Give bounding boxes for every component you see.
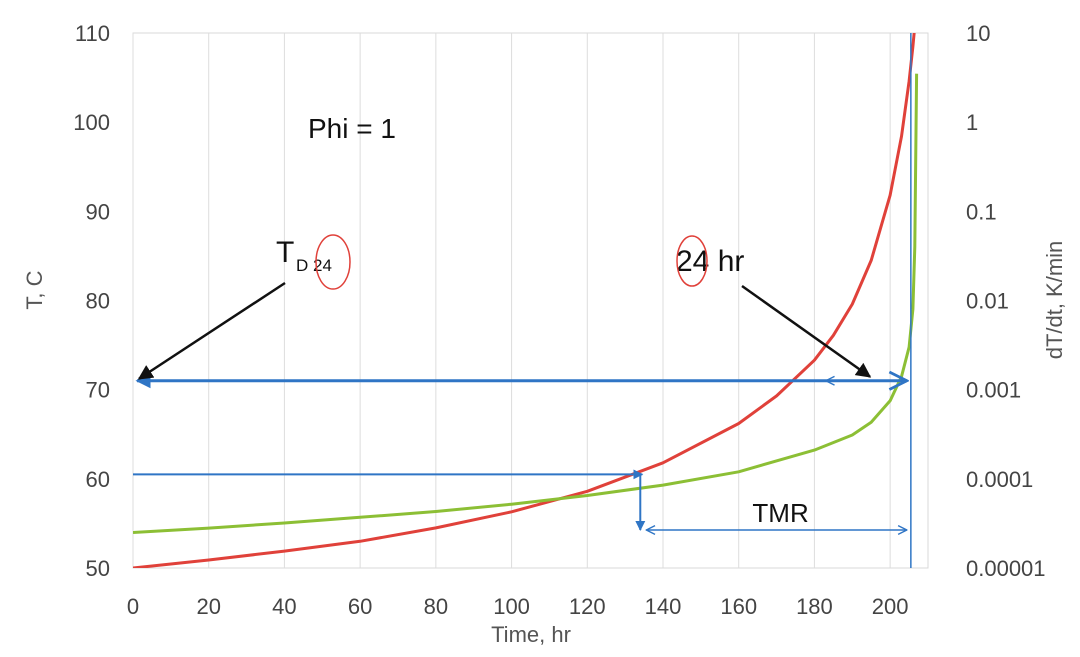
hr24-pointer	[741, 284, 872, 378]
x-tick-label: 180	[796, 594, 833, 619]
y2-tick-label: 1	[966, 110, 978, 135]
y-ticks: 50 60 70 80 90 100 110	[73, 21, 110, 581]
series-line	[133, 73, 919, 534]
y2-tick-label: 0.0001	[966, 467, 1033, 492]
y-tick-label: 100	[73, 110, 110, 135]
x-ticks: 0 20 40 60 80 100 120 140 160 180 200	[127, 594, 909, 619]
gridlines	[132, 33, 891, 568]
y-tick-label: 60	[86, 467, 110, 492]
hr24-label: 24 hr	[676, 245, 744, 278]
y2-tick-label: 0.00001	[966, 556, 1046, 581]
x-tick-label: 20	[196, 594, 220, 619]
series-layer	[133, 33, 919, 568]
y2-tick-label: 10	[966, 21, 990, 46]
td24-label: T	[276, 236, 294, 269]
y2-tick-label: 0.001	[966, 378, 1021, 403]
x-tick-label: 200	[872, 594, 909, 619]
phi-label: Phi = 1	[308, 113, 396, 144]
x-tick-label: 120	[569, 594, 606, 619]
y-axis-title: T, C	[22, 270, 47, 309]
x-tick-label: 60	[348, 594, 372, 619]
annotation-layer: TMR Phi = 1 T D 24 24 hr	[133, 33, 912, 568]
hr24-circle	[676, 235, 708, 287]
y2-tick-label: 0.1	[966, 199, 997, 224]
td24-circle	[315, 234, 351, 290]
y2-axis-title: dT/dt, K/min	[1042, 241, 1067, 360]
series-line	[133, 33, 916, 568]
x-axis-title: Time, hr	[491, 622, 571, 647]
y-tick-label: 90	[86, 199, 110, 224]
y-tick-label: 50	[86, 556, 110, 581]
y-tick-label: 70	[86, 378, 110, 403]
x-tick-label: 140	[645, 594, 682, 619]
series-1	[133, 73, 919, 534]
td24-subscript: D 24	[296, 256, 332, 275]
x-tick-label: 160	[720, 594, 757, 619]
x-tick-label: 0	[127, 594, 139, 619]
tmr-label: TMR	[752, 498, 808, 528]
y2-ticks: 0.00001 0.0001 0.001 0.01 0.1 1 10	[966, 21, 1046, 581]
x-tick-label: 40	[272, 594, 296, 619]
y2-tick-label: 0.01	[966, 289, 1009, 314]
y-tick-label: 110	[75, 21, 110, 46]
x-tick-label: 100	[493, 594, 530, 619]
y-tick-label: 80	[86, 289, 110, 314]
x-tick-label: 80	[424, 594, 448, 619]
series-0	[133, 33, 916, 568]
td24-pointer	[137, 281, 286, 380]
